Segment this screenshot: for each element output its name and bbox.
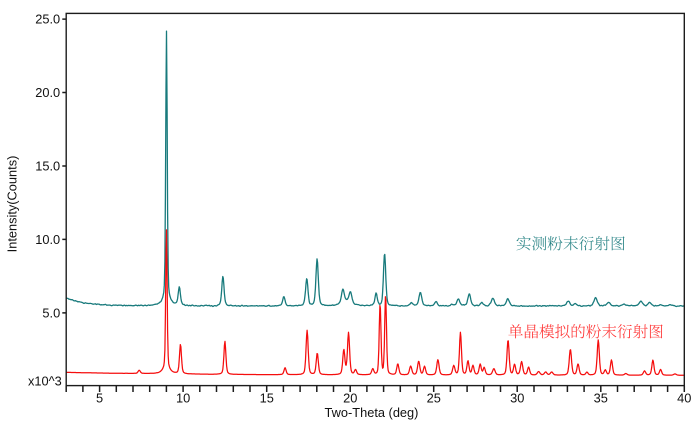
svg-text:5: 5 — [96, 391, 103, 406]
svg-text:10: 10 — [176, 391, 190, 406]
svg-text:25.0: 25.0 — [35, 12, 60, 27]
svg-text:15: 15 — [260, 391, 274, 406]
svg-text:25: 25 — [427, 391, 441, 406]
svg-text:20.0: 20.0 — [35, 85, 60, 100]
svg-text:40: 40 — [677, 391, 691, 406]
svg-text:30: 30 — [510, 391, 524, 406]
svg-text:35: 35 — [594, 391, 608, 406]
svg-text:20: 20 — [343, 391, 357, 406]
svg-text:10.0: 10.0 — [35, 232, 60, 247]
svg-text:Intensity(Counts): Intensity(Counts) — [5, 156, 20, 253]
svg-text:15.0: 15.0 — [35, 159, 60, 174]
svg-text:x10^3: x10^3 — [28, 373, 62, 388]
svg-text:5.0: 5.0 — [42, 306, 60, 321]
svg-text:Two-Theta (deg): Two-Theta (deg) — [325, 405, 419, 420]
